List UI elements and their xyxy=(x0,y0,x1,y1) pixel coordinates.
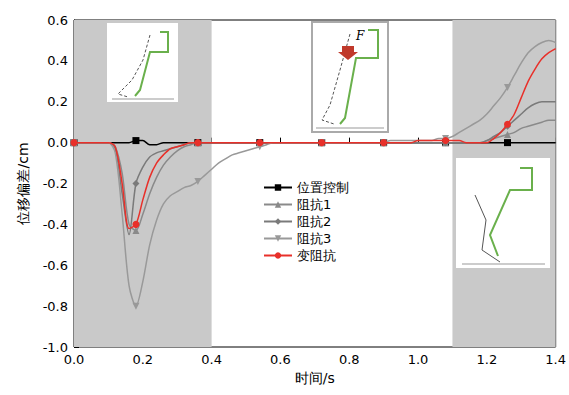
svg-text:变阻抗: 变阻抗 xyxy=(297,248,336,263)
svg-text:0.0: 0.0 xyxy=(64,352,85,367)
svg-text:-1.0: -1.0 xyxy=(42,339,68,355)
svg-text:1.0: 1.0 xyxy=(408,352,429,367)
svg-text:阻抗2: 阻抗2 xyxy=(297,214,331,229)
svg-text:0.2: 0.2 xyxy=(132,352,153,367)
svg-text:F: F xyxy=(355,29,365,43)
svg-text:-0.8: -0.8 xyxy=(43,299,68,314)
svg-text:0.6: 0.6 xyxy=(270,352,291,367)
svg-text:-0.6: -0.6 xyxy=(43,258,68,273)
svg-text:位移偏差/cm: 位移偏差/cm xyxy=(15,142,31,224)
svg-text:-0.4: -0.4 xyxy=(43,217,68,232)
svg-text:0.2: 0.2 xyxy=(47,94,68,109)
svg-text:0.0: 0.0 xyxy=(47,135,68,150)
svg-text:1.4: 1.4 xyxy=(545,352,566,367)
svg-text:1.2: 1.2 xyxy=(477,352,498,367)
svg-text:0.4: 0.4 xyxy=(47,53,68,68)
svg-text:位置控制: 位置控制 xyxy=(297,180,349,195)
svg-text:0.8: 0.8 xyxy=(339,352,360,367)
svg-text:阻抗3: 阻抗3 xyxy=(297,231,331,246)
svg-text:0.6: 0.6 xyxy=(47,13,68,28)
svg-text:0.4: 0.4 xyxy=(201,352,222,367)
svg-text:阻抗1: 阻抗1 xyxy=(297,197,331,212)
svg-text:时间/s: 时间/s xyxy=(295,370,335,386)
svg-text:-0.2: -0.2 xyxy=(43,176,68,191)
